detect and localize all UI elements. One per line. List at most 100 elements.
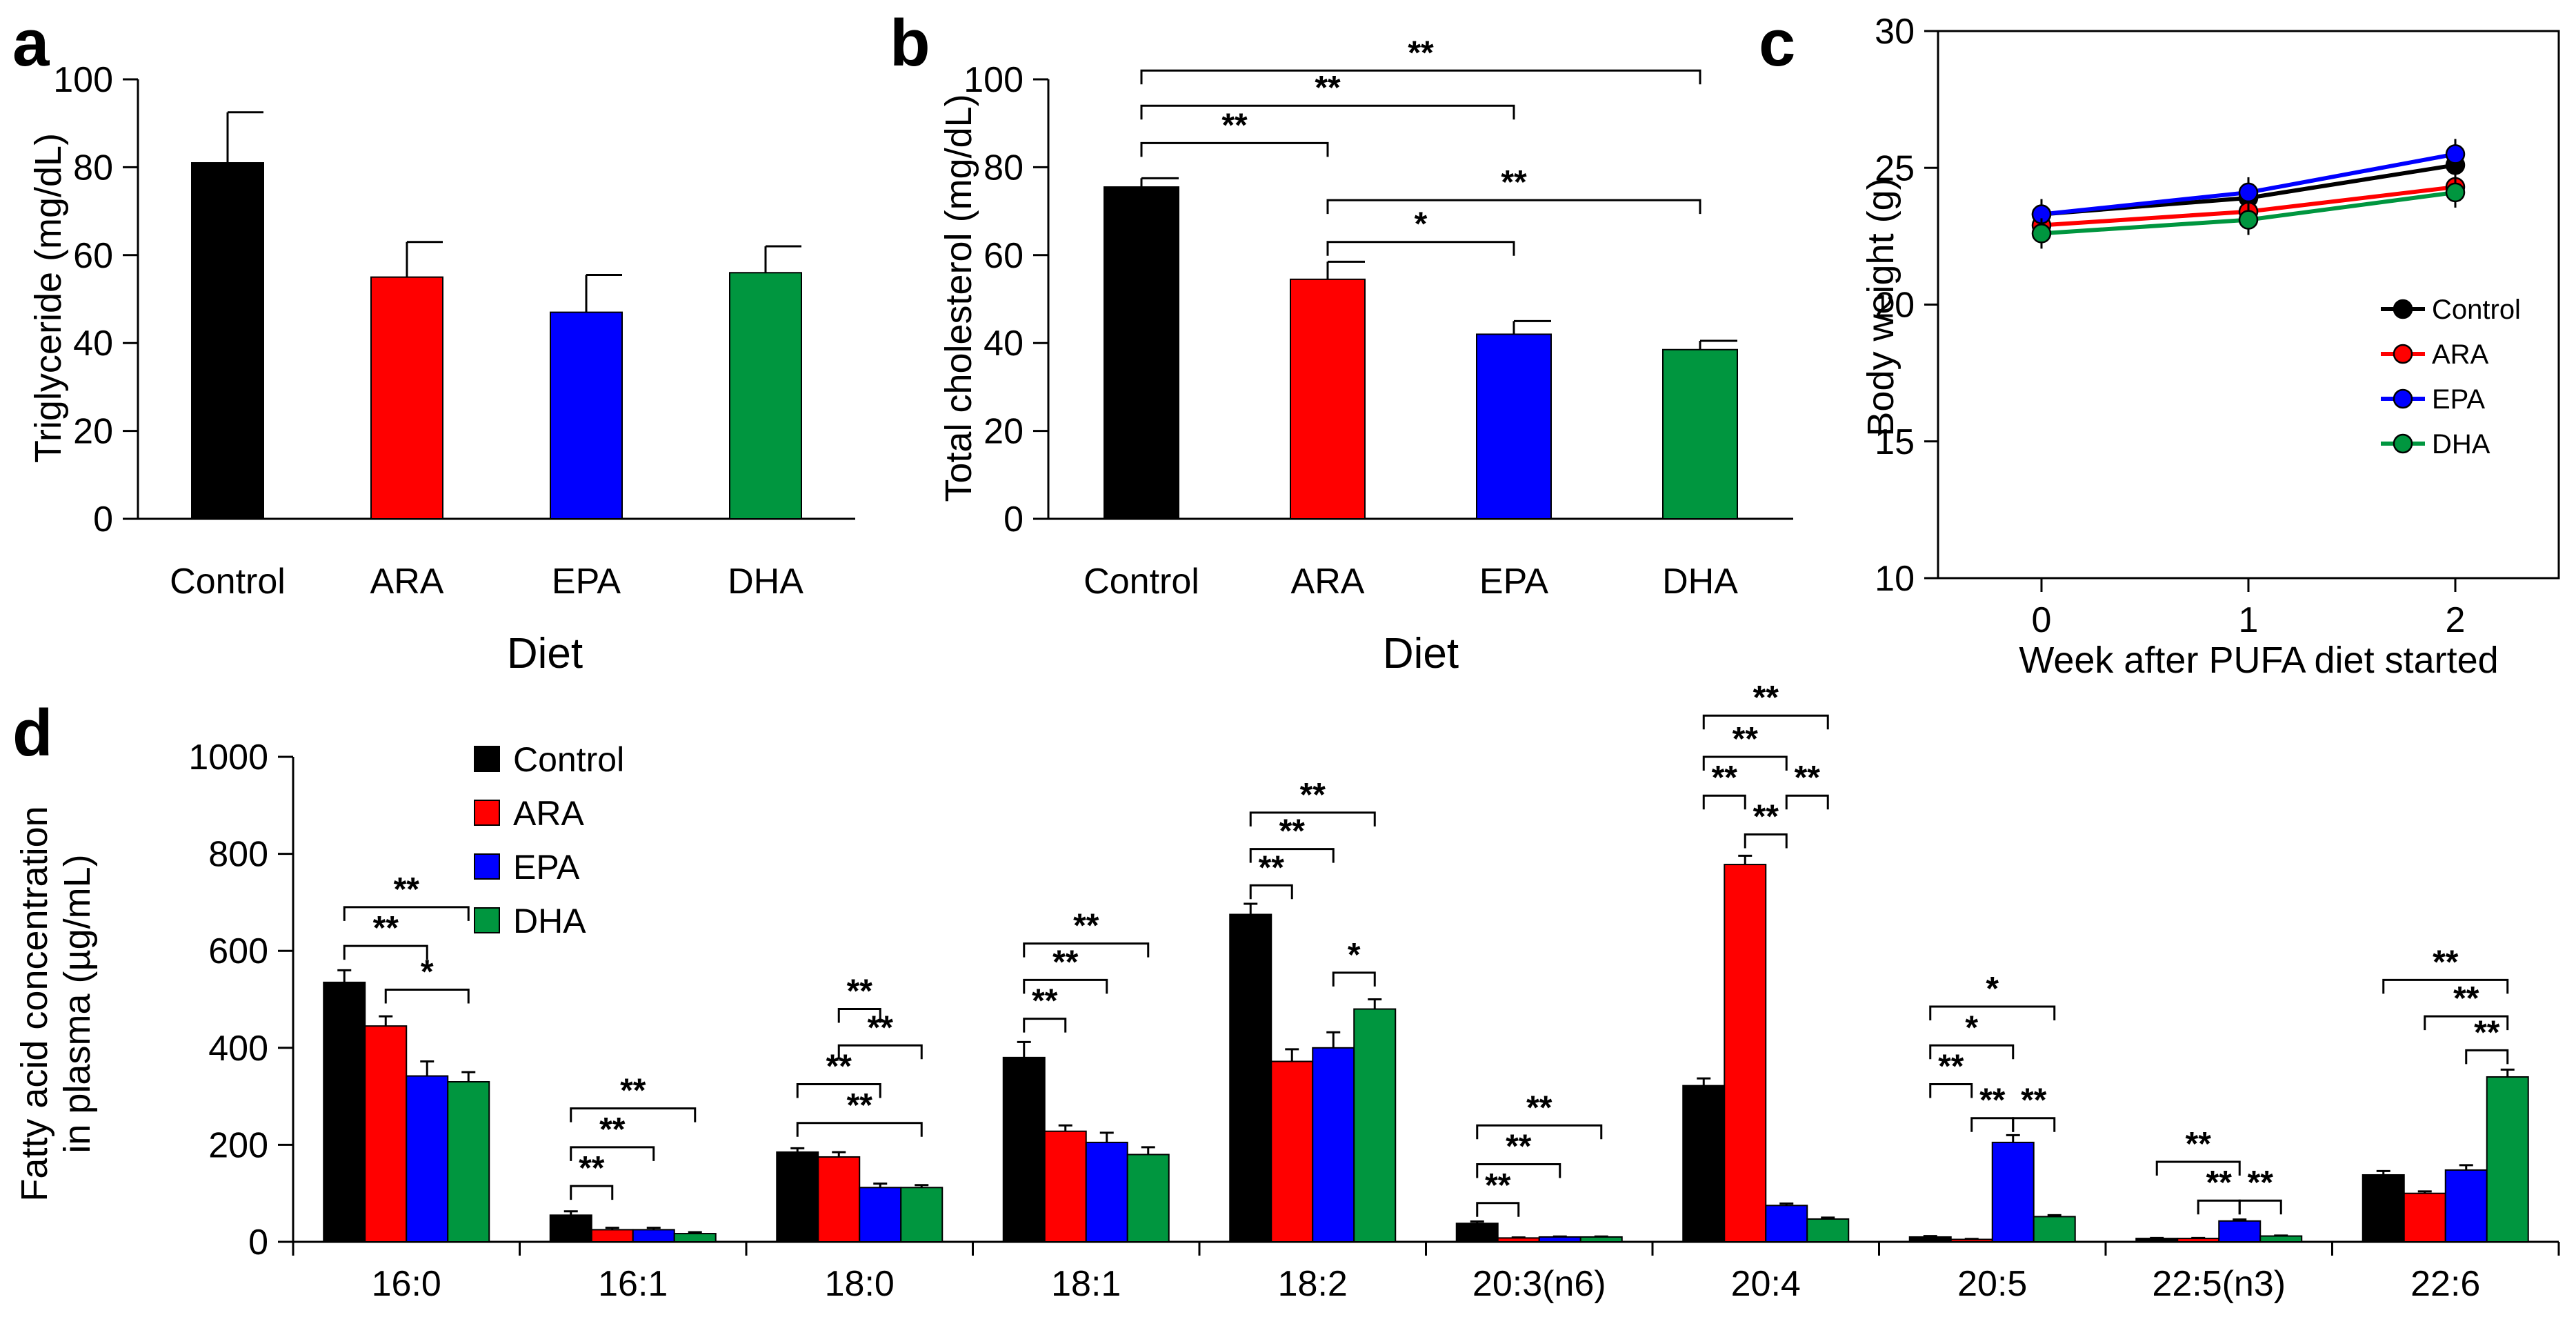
panel-d-sig-19-label: ** (1485, 1167, 1511, 1204)
panel-c-xtick-label-1: 1 (2239, 600, 2259, 640)
panel-d-sig-28-label: ** (1979, 1082, 2006, 1119)
panel-d-sig-23-bracket (1785, 794, 1829, 810)
panel-d-category-18-2: 18:2 (1278, 1264, 1348, 1304)
panel-c-legend-label-epa: EPA (2432, 384, 2485, 415)
panel-d-sig-0-bracket (343, 906, 470, 921)
panel-a-bar-dha (729, 272, 802, 519)
panel-d-sig-7-bracket (837, 1044, 923, 1060)
panel-d-letter: d (12, 696, 53, 770)
panel-d-bar-22-6-control (2362, 1174, 2405, 1243)
panel-d-bar-20-5-control (1908, 1236, 1952, 1243)
panel-b-xlabel: Diet (1383, 630, 1459, 677)
panel-b-sig-3-label: ** (1501, 164, 1527, 201)
panel-d-sig-14-label: ** (1279, 813, 1306, 850)
panel-a-category-dha: DHA (728, 562, 803, 602)
panel-b-ytick-label-0: 0 (1004, 499, 1024, 540)
panel-d-bar-18-1-dha (1126, 1154, 1170, 1243)
panel-d-sig-28-bracket (1970, 1117, 2015, 1132)
panel-a-ytick-label-60: 60 (73, 236, 113, 276)
panel-d-legend-swatch-ara (474, 800, 500, 826)
panel-d-sig-24-bracket (1744, 833, 1788, 849)
panel-b-sig-4-label: * (1415, 206, 1428, 243)
panel-d-legend-swatch-control (474, 746, 500, 772)
panel-d-sig-26-bracket (1929, 1044, 2015, 1060)
panel-a-ytick-label-0: 0 (93, 499, 113, 540)
panel-d-sig-4-label: ** (599, 1111, 626, 1148)
panel-d-bar-22-5-n3-epa (2218, 1220, 2262, 1243)
panel-d-bar-18-0-ara (817, 1156, 861, 1243)
panel-d-ytick-label-400: 400 (208, 1029, 268, 1069)
panel-d-bar-20-4-epa (1765, 1205, 1808, 1243)
panel-d-bar-20-3-n6-ara (1497, 1237, 1540, 1243)
panel-d-sig-32-label: ** (2248, 1165, 2274, 1201)
panel-d-sig-17-bracket (1476, 1124, 1603, 1140)
panel-d-sig-8-bracket (796, 1083, 881, 1098)
panel-a-ytick-label-20: 20 (73, 412, 113, 452)
panel-b-ylabel: Total cholesterol (mg/dL) (938, 94, 979, 502)
panel-d-bar-20-4-control (1682, 1085, 1726, 1243)
panel-d-bar-20-3-n6-control (1455, 1223, 1499, 1243)
panel-d-sig-32-bracket (2238, 1199, 2282, 1215)
panel-d-bar-18-2-dha (1353, 1008, 1397, 1243)
panel-d-bar-22-6-epa (2444, 1169, 2488, 1243)
panel-c-legend-label-dha: DHA (2432, 429, 2490, 459)
panel-b-ytick-label-100: 100 (963, 60, 1024, 100)
panel-d-sig-29-bracket (2012, 1117, 2056, 1132)
panel-b-sig-2-label: ** (1221, 107, 1248, 144)
panel-d-bar-16-1-control (549, 1214, 592, 1243)
panel-b-bar-dha (1662, 348, 1738, 519)
panel-d-sig-20-label: ** (1753, 680, 1779, 716)
panel-c-point-epa-1 (2238, 182, 2259, 203)
panel-a-xlabel: Diet (507, 630, 583, 677)
panel-d-sig-16-bracket (1332, 971, 1376, 987)
panel-d-sig-17-label: ** (1526, 1089, 1552, 1126)
panel-d-sig-20-bracket (1702, 714, 1829, 730)
panel-a-bar-ara (370, 276, 443, 519)
panel-d-sig-23-label: ** (1795, 760, 1821, 796)
panel-d-bar-16-0-control (323, 981, 366, 1243)
panel-d-category-22-6: 22:6 (2410, 1264, 2480, 1304)
panel-d-sig-9-bracket (796, 1122, 923, 1137)
panel-d-bar-22-6-ara (2403, 1192, 2446, 1243)
panel-b-category-dha: DHA (1662, 562, 1738, 602)
panel-c-ytick-label-10: 10 (1875, 559, 1915, 599)
panel-d-sig-1-label: ** (373, 910, 399, 947)
panel-d-legend-label-epa: EPA (513, 848, 580, 887)
panel-c-legend-label-ara: ARA (2432, 339, 2489, 370)
panel-d-sig-8-label: ** (826, 1049, 852, 1085)
panel-d-bar-20-3-n6-epa (1538, 1236, 1581, 1243)
panel-d-bar-18-2-control (1229, 913, 1272, 1243)
panel-d-sig-12-bracket (1023, 1018, 1067, 1033)
panel-b-sig-2-bracket (1140, 141, 1329, 157)
panel-d-bar-16-0-dha (447, 1081, 490, 1243)
panel-d-sig-21-label: ** (1733, 721, 1759, 758)
panel-d-bar-18-1-control (1002, 1056, 1046, 1243)
panel-d-sig-1-bracket (343, 944, 428, 960)
panel-d-sig-13-label: ** (1300, 777, 1326, 813)
panel-b-category-control: Control (1084, 562, 1199, 602)
panel-d-bar-20-4-dha (1806, 1218, 1850, 1243)
panel-b-letter: b (890, 6, 930, 80)
panel-d-ytick-label-0: 0 (248, 1223, 268, 1263)
panel-c-legend-marker-epa (2393, 388, 2413, 409)
panel-d-sig-22-label: ** (1712, 760, 1738, 796)
panel-d-chart: 0 200 400 600 800 1000 16:0 16:1 18:0 18:1 18:2 20:… (14, 680, 2560, 1304)
panel-d-sig-34-label: ** (2453, 980, 2479, 1017)
panel-b-bar-epa (1476, 333, 1552, 519)
panel-d-sig-21-bracket (1702, 755, 1788, 771)
panel-d-sig-10-bracket (1023, 942, 1150, 958)
panel-a-chart: 0 20 40 60 80 100 Control ARA EPA DHA Triglycerid… (28, 60, 855, 677)
panel-c-ytick-label-30: 30 (1875, 12, 1915, 52)
panel-b-sig-1-label: ** (1315, 70, 1341, 106)
panel-d-legend-label-dha: DHA (513, 902, 586, 940)
panel-a-category-ara: ARA (370, 562, 444, 602)
panel-a-bar-epa (550, 311, 623, 519)
panel-c-chart: 10 15 20 25 30 0 1 2 Control ARA EPA DHA Body weigh… (1860, 12, 2560, 681)
panel-d-category-20-4: 20:4 (1731, 1264, 1801, 1304)
panel-d-category-22-5-n3: 22:5(n3) (2152, 1264, 2286, 1304)
panel-c-point-dha-1 (2238, 210, 2259, 230)
panel-c-xtick-label-2: 2 (2446, 600, 2466, 640)
panel-b-ytick-label-60: 60 (984, 236, 1024, 276)
